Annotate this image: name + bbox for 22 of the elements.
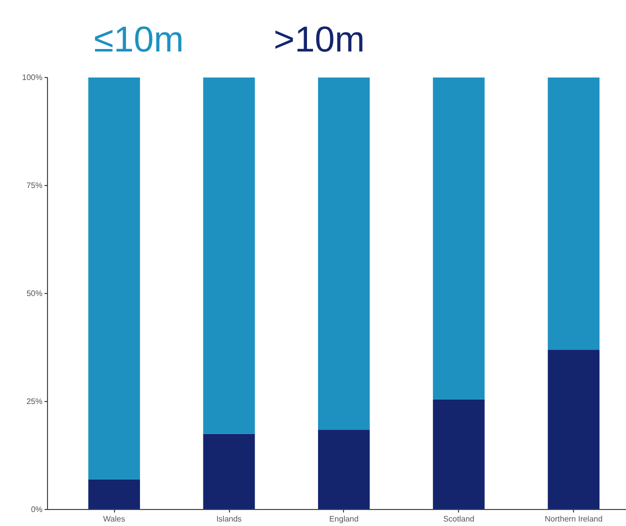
- y-tick-label: 50%: [26, 289, 43, 298]
- bar: [548, 78, 600, 350]
- bar: [318, 430, 370, 510]
- text: >10m: [274, 18, 365, 60]
- y-tick-label: 25%: [26, 397, 43, 406]
- bar: [88, 479, 140, 510]
- bar: [203, 434, 255, 510]
- y-tick-label: 75%: [26, 181, 43, 190]
- x-tick-label: Islands: [216, 514, 242, 524]
- bar: [203, 78, 255, 434]
- bar: [88, 78, 140, 480]
- bar: [548, 350, 600, 510]
- x-tick-label: Scotland: [443, 514, 474, 524]
- bar: [318, 78, 370, 430]
- x-tick-label: Northern Ireland: [544, 514, 603, 524]
- bar: [432, 399, 485, 510]
- x-tick-label: Wales: [103, 514, 126, 524]
- y-tick-label: 0%: [30, 505, 42, 514]
- bar: [432, 78, 485, 400]
- series-label: ≤10m: [94, 18, 184, 60]
- y-tick-label: 100%: [22, 73, 43, 82]
- x-tick-label: England: [329, 514, 359, 524]
